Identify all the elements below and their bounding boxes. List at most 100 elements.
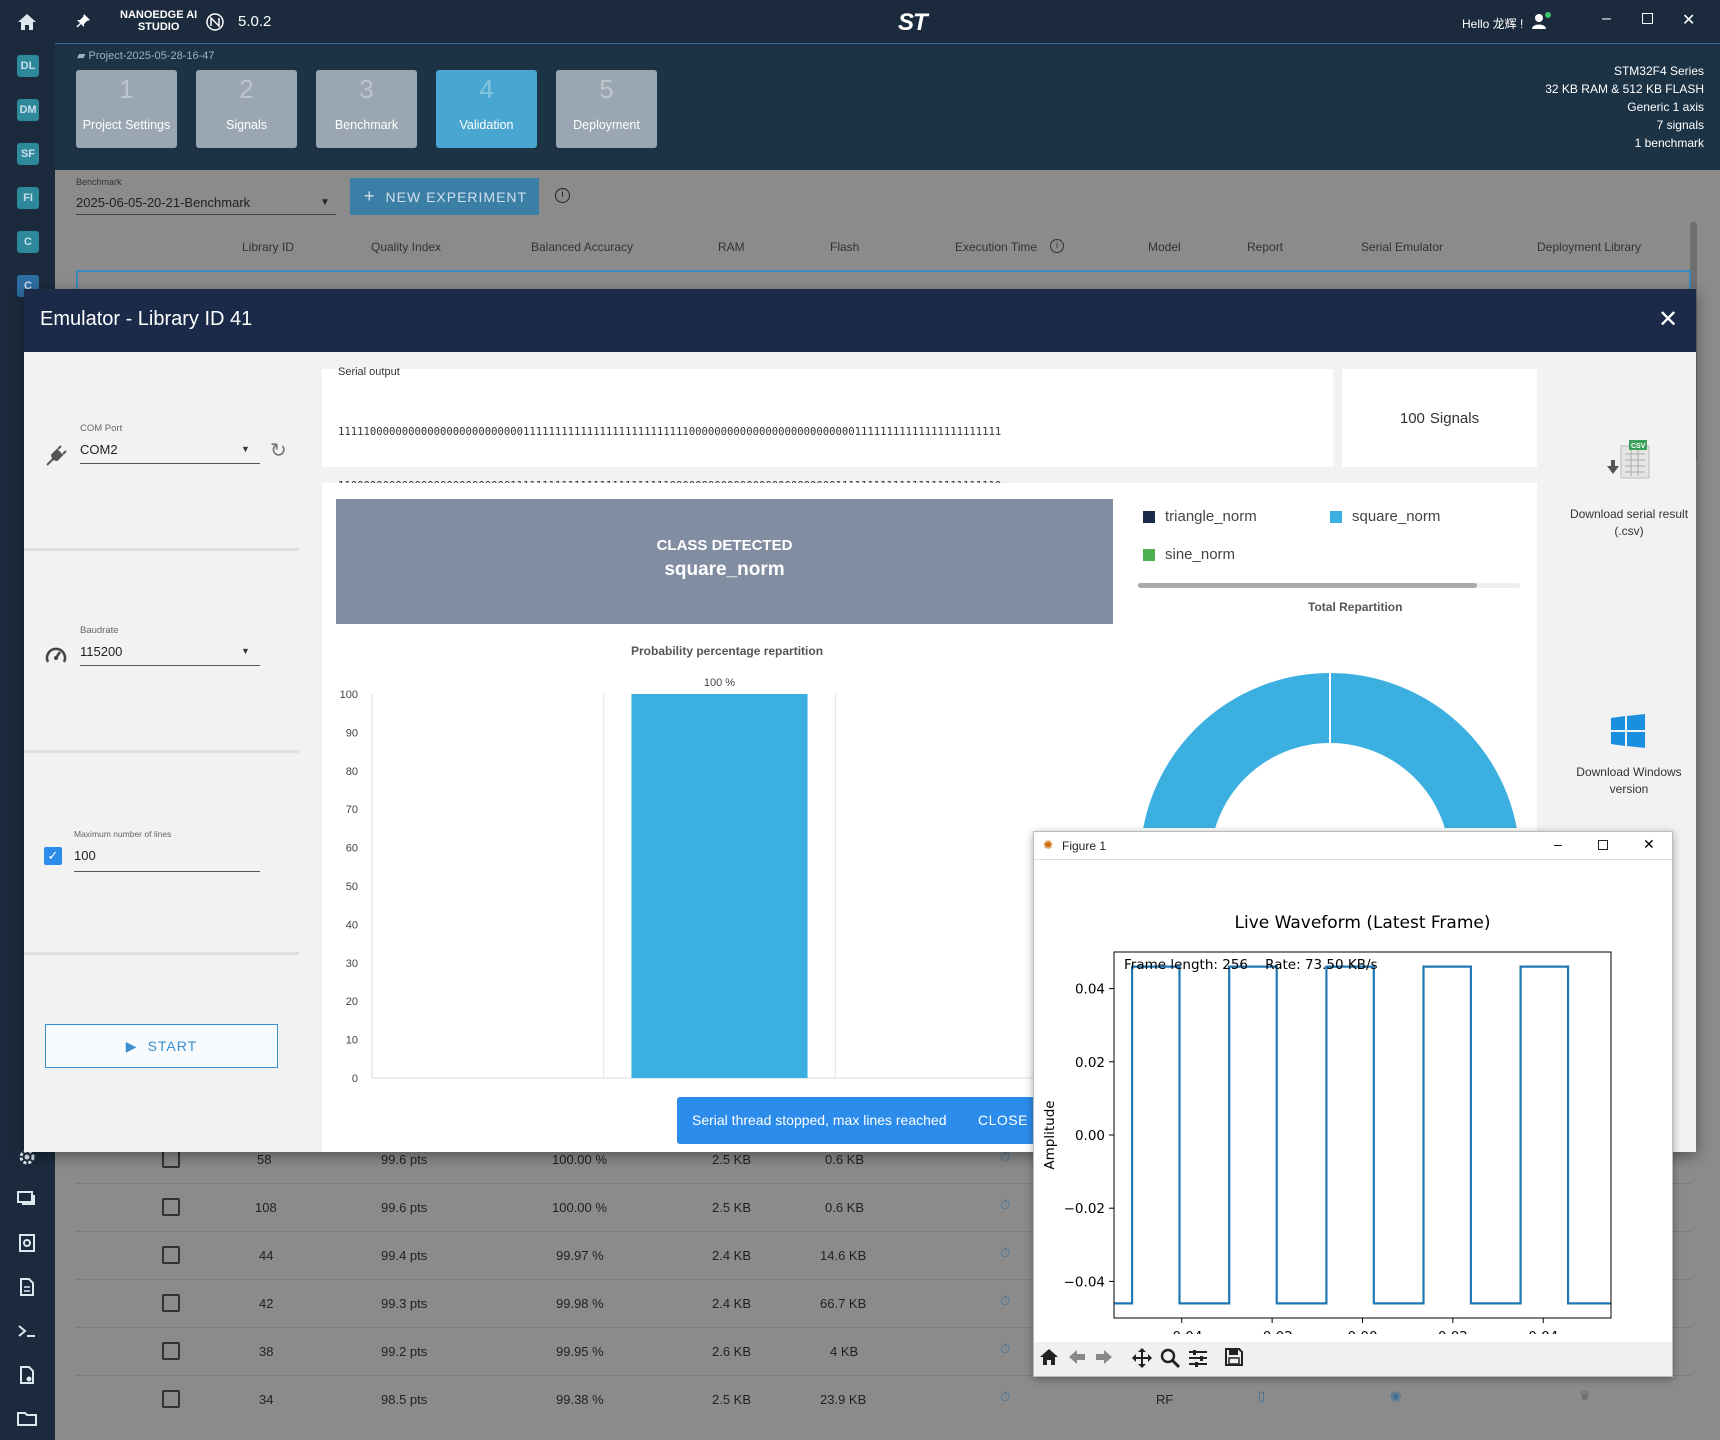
report-file-icon[interactable]: ▯ [1258, 1388, 1266, 1403]
legend-sine-norm[interactable]: sine_norm [1165, 546, 1236, 563]
new-experiment-button[interactable]: + NEW EXPERIMENT [350, 178, 539, 215]
chat-icon[interactable] [12, 1184, 42, 1214]
back-arrow-icon[interactable] [1067, 1347, 1087, 1372]
play-circle-icon[interactable]: ◉ [1390, 1388, 1402, 1403]
csv-badge-text: CSV [1631, 443, 1646, 450]
row-checkbox[interactable] [162, 1390, 180, 1408]
search-doc-icon[interactable] [12, 1228, 42, 1258]
table-row[interactable]: 108 99.6 pts 100.00 % 2.5 KB 0.6 KB ⏱ [76, 1184, 1691, 1232]
benchmark-select[interactable]: 2025-06-05-20-21-Benchmark [76, 195, 251, 210]
file-settings-icon[interactable] [12, 1360, 42, 1390]
sidebar-item-fi[interactable]: FI [17, 187, 39, 209]
figure-maximize-icon[interactable] [1598, 840, 1608, 850]
info-icon[interactable]: i [555, 188, 570, 203]
row-checkbox[interactable] [162, 1150, 180, 1168]
timer-icon[interactable]: ⏱ [1000, 1245, 1011, 1260]
document-icon[interactable] [12, 1272, 42, 1302]
step-project-settings[interactable]: 1 Project Settings [76, 70, 177, 148]
step-benchmark[interactable]: 3 Benchmark [316, 70, 417, 148]
legend-square-norm[interactable]: square_norm [1352, 508, 1441, 525]
forward-arrow-icon[interactable] [1094, 1347, 1114, 1372]
sidebar-item-dm[interactable]: DM [17, 99, 39, 121]
minimize-icon[interactable]: – [1602, 10, 1611, 27]
baudrate-section: Baudrate 115200 ▼ [24, 554, 299, 753]
info-axis: Generic 1 axis [1627, 100, 1704, 114]
max-lines-checkbox[interactable]: ✓ [44, 847, 62, 865]
info-memory: 32 KB RAM & 512 KB FLASH [1545, 82, 1704, 96]
timer-icon[interactable]: ⏱ [1000, 1341, 1011, 1356]
y-tick-label: 80 [346, 766, 358, 778]
snackbar-close-button[interactable]: CLOSE [978, 1112, 1028, 1128]
row-checkbox[interactable] [162, 1246, 180, 1264]
maximize-icon[interactable] [1642, 13, 1653, 24]
folder-icon[interactable] [12, 1404, 42, 1434]
home-view-icon[interactable] [1039, 1347, 1059, 1372]
step-deployment[interactable]: 5 Deployment [556, 70, 657, 148]
sidebar-item-dl[interactable]: DL [17, 55, 39, 77]
user-avatar-icon[interactable] [1530, 12, 1552, 35]
refresh-icon[interactable]: ↻ [270, 440, 287, 462]
terminal-icon[interactable] [12, 1316, 42, 1346]
table-row[interactable]: 34 98.5 pts 99.38 % 2.5 KB 23.9 KB ⏱ RF … [76, 1376, 1691, 1424]
step-signals[interactable]: 2 Signals [196, 70, 297, 148]
cell-quality: 99.2 pts [381, 1344, 428, 1359]
step-number: 2 [239, 74, 254, 104]
step-label: Signals [226, 118, 267, 132]
legend-scrollbar[interactable] [1138, 583, 1520, 588]
folder-small-icon: ▰ [77, 50, 89, 62]
x-tick-label: −0.04 [1161, 1329, 1202, 1334]
baudrate-select[interactable]: 115200 [80, 644, 123, 659]
row-checkbox[interactable] [162, 1294, 180, 1312]
timer-icon[interactable]: ⏱ [1000, 1293, 1011, 1308]
result-card: CLASS DETECTED square_norm triangle_norm… [322, 483, 1537, 1152]
class-detected-label: CLASS DETECTED [656, 537, 793, 554]
row-checkbox[interactable] [162, 1198, 180, 1216]
field-underline [80, 665, 260, 666]
cell-accuracy: 99.95 % [556, 1344, 604, 1359]
sidebar-item-sf[interactable]: SF [17, 143, 39, 165]
close-window-icon[interactable]: ✕ [1682, 12, 1696, 29]
dialog-title: Emulator - Library ID 41 [40, 308, 253, 330]
table-row[interactable]: 58 99.6 pts 100.00 % 2.5 KB 0.6 KB ⏱ [76, 1136, 1691, 1184]
table-row-selected[interactable] [76, 270, 1691, 290]
max-lines-input[interactable]: 100 [74, 848, 96, 863]
timer-icon[interactable]: ⏱ [1000, 1389, 1011, 1404]
row-checkbox[interactable] [162, 1342, 180, 1360]
sidebar-item-c[interactable]: C [17, 231, 39, 253]
start-button[interactable]: ▶ START [45, 1024, 278, 1068]
y-tick-label: 90 [346, 727, 358, 739]
timer-icon[interactable]: ⏱ [1000, 1149, 1011, 1164]
close-dialog-icon[interactable]: ✕ [1658, 306, 1679, 333]
exec-time-info-icon[interactable]: i [1050, 239, 1064, 253]
save-figure-icon[interactable] [1224, 1347, 1244, 1372]
download-csv-panel[interactable]: CSV Download serial result (.csv) [1562, 352, 1696, 610]
cell-quality: 98.5 pts [381, 1392, 428, 1407]
pan-move-icon[interactable] [1131, 1347, 1153, 1374]
col-balanced-accuracy: Balanced Accuracy [531, 240, 634, 254]
chevron-down-icon[interactable]: ▼ [241, 646, 250, 656]
step-validation[interactable]: 4 Validation [436, 70, 537, 148]
timer-icon[interactable]: ⏱ [1000, 1197, 1011, 1212]
home-icon[interactable] [12, 7, 42, 37]
step-label: Project Settings [82, 118, 171, 132]
bar-square_norm [631, 694, 808, 1078]
legend-triangle-norm[interactable]: triangle_norm [1165, 508, 1257, 525]
com-port-select[interactable]: COM2 [80, 442, 118, 457]
chevron-down-icon[interactable]: ▼ [320, 197, 330, 208]
start-section: ▶ START [24, 958, 299, 1152]
zoom-magnifier-icon[interactable] [1159, 1347, 1181, 1374]
table-row[interactable]: 44 99.4 pts 99.97 % 2.4 KB 14.6 KB ⏱ [76, 1232, 1691, 1280]
figure-close-icon[interactable]: ✕ [1643, 836, 1655, 852]
cell-quality: 99.6 pts [381, 1152, 428, 1167]
chevron-down-icon[interactable]: ▼ [241, 444, 250, 454]
table-row[interactable]: 42 99.3 pts 99.98 % 2.4 KB 66.7 KB ⏱ [76, 1280, 1691, 1328]
bar-chart-title: Probability percentage repartition [631, 644, 824, 658]
configure-subplots-icon[interactable] [1188, 1348, 1208, 1373]
figure-minimize-icon[interactable]: – [1554, 836, 1562, 852]
step-number: 5 [599, 74, 614, 104]
app-logo: NANOEDGE AI STUDIO [120, 9, 197, 33]
new-experiment-label: NEW EXPERIMENT [385, 188, 528, 205]
pin-icon[interactable] [75, 13, 91, 34]
table-row[interactable]: 38 99.2 pts 99.95 % 2.6 KB 4 KB ⏱ [76, 1328, 1691, 1376]
deploy-crown-icon[interactable]: ♛ [1579, 1388, 1591, 1403]
